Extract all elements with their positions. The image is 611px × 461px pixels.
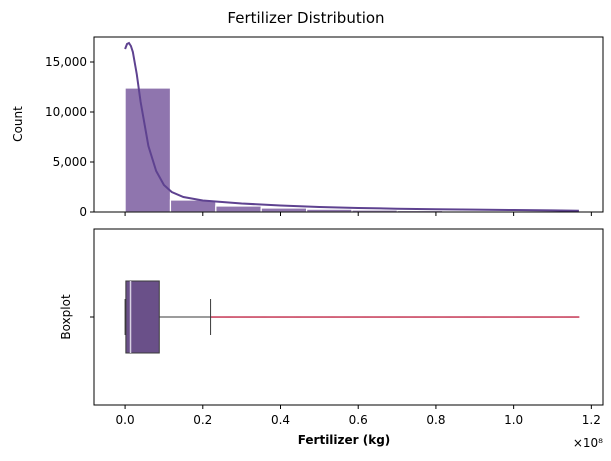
kde-line (124, 41, 579, 212)
boxplot-y-label: Boxplot (59, 294, 73, 340)
histogram-frame (93, 36, 604, 213)
chart-title: Fertilizer Distribution (227, 9, 384, 27)
histogram-y-label: Count (11, 106, 25, 142)
histogram-x-ticks (124, 212, 592, 216)
x-tick-label: 0.2 (193, 413, 212, 427)
histogram-bar (260, 207, 308, 213)
x-tick-label: 0.8 (426, 413, 445, 427)
histogram-bars (124, 87, 580, 213)
histogram-bar (124, 87, 172, 213)
histogram-bar (215, 205, 262, 213)
x-tick-label: 0.6 (349, 413, 368, 427)
x-tick-label: 1.0 (504, 413, 523, 427)
x-axis-offset-label: ×10⁸ (573, 436, 603, 450)
histogram-y-ticks: 0 5,000 10,000 15,000 (45, 55, 94, 219)
boxplot-panel: 0.0 0.2 0.4 0.6 0.8 1.0 1.2 Boxplot Fertilizer… (59, 228, 604, 450)
x-tick-label: 1.2 (582, 413, 601, 427)
outlier-point (577, 316, 580, 318)
histogram-panel: 0 5,000 10,000 15,000 Count (11, 36, 604, 219)
y-tick-label: 10,000 (45, 105, 87, 119)
y-tick-label: 15,000 (45, 55, 87, 69)
y-tick-label: 5,000 (53, 155, 87, 169)
x-tick-label: 0.0 (116, 413, 135, 427)
boxplot (124, 280, 580, 354)
y-tick-label: 0 (79, 205, 87, 219)
x-tick-label: 0.4 (271, 413, 290, 427)
box-iqr (125, 280, 160, 354)
boxplot-x-ticks: 0.0 0.2 0.4 0.6 0.8 1.0 1.2 (116, 405, 601, 427)
x-axis-label: Fertilizer (kg) (298, 433, 391, 447)
